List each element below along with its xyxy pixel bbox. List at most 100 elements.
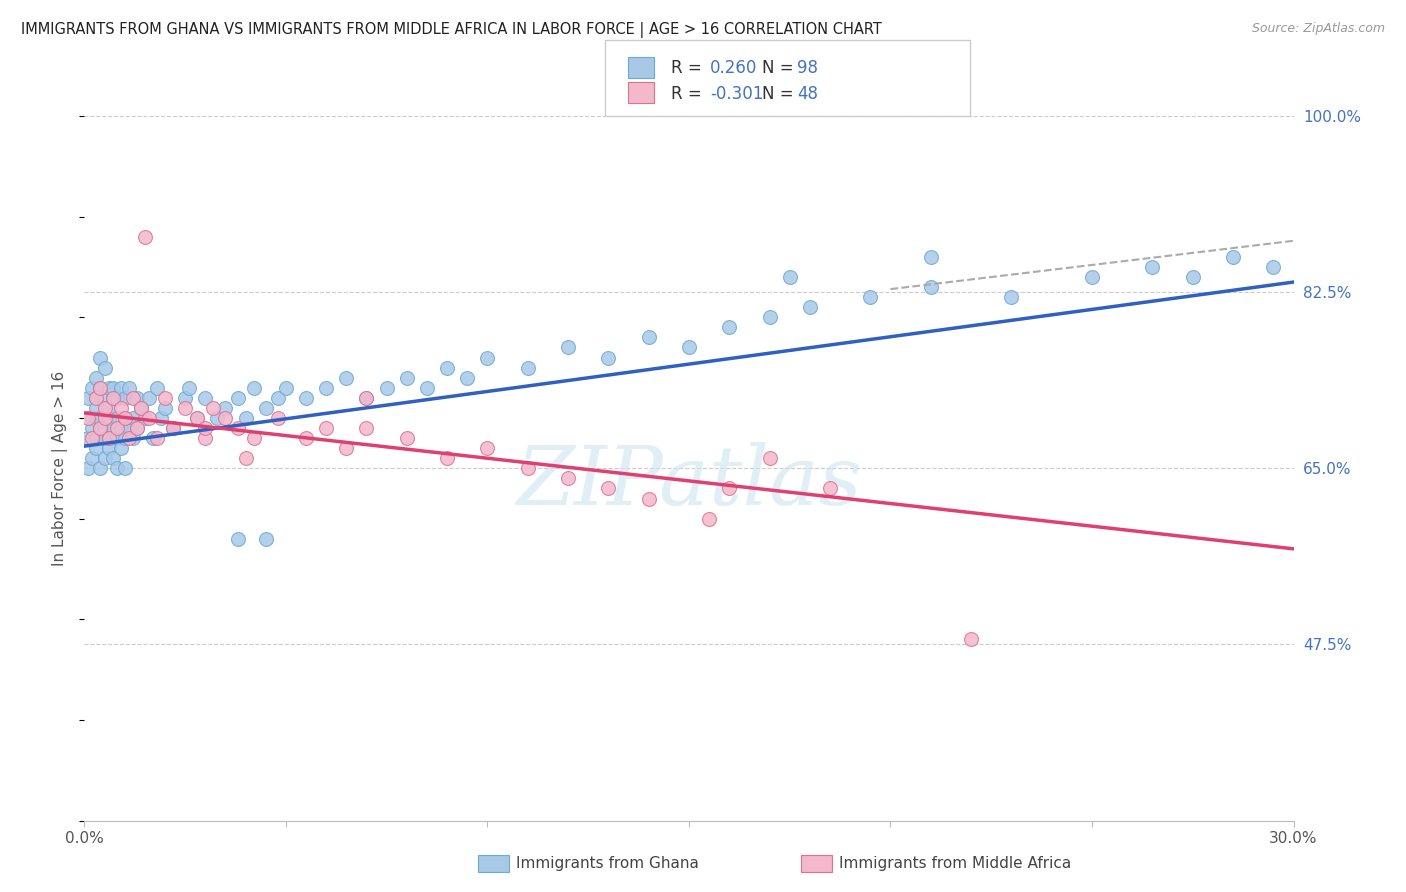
Point (295, 391, 318, 405)
Point (226, 421, 249, 435)
Point (97, 411, 120, 425)
Point (82, 381, 104, 395)
Point (718, 482, 741, 496)
Point (194, 421, 217, 435)
Point (82, 421, 104, 435)
Point (93, 431, 115, 445)
Point (335, 441, 357, 455)
Point (799, 300, 821, 314)
Point (356, 391, 378, 405)
Point (93, 360, 115, 375)
Point (186, 411, 208, 425)
Text: 48: 48 (797, 85, 818, 103)
Text: Immigrants from Middle Africa: Immigrants from Middle Africa (839, 856, 1071, 871)
Point (146, 431, 169, 445)
Point (207, 411, 229, 425)
Point (637, 330, 659, 344)
Point (1142, 260, 1164, 274)
Point (97, 431, 120, 445)
Point (125, 421, 148, 435)
Point (105, 461, 128, 475)
Point (97, 441, 120, 455)
Point (598, 482, 620, 496)
Point (315, 421, 337, 435)
Point (125, 421, 148, 435)
Point (146, 381, 169, 395)
Point (105, 421, 128, 435)
Point (77, 411, 100, 425)
Point (82, 451, 104, 466)
Point (960, 632, 983, 647)
Point (174, 401, 197, 415)
Point (77, 391, 100, 405)
Point (110, 421, 132, 435)
Point (101, 391, 124, 405)
Point (114, 411, 136, 425)
Point (105, 411, 128, 425)
Point (242, 431, 264, 445)
Point (89, 351, 111, 365)
Point (818, 482, 841, 496)
Point (134, 411, 156, 425)
Point (1000, 290, 1022, 304)
Point (920, 250, 942, 264)
Point (477, 441, 499, 455)
Point (274, 381, 297, 395)
Point (235, 451, 257, 466)
Point (516, 360, 538, 375)
Point (134, 229, 156, 244)
Point (718, 320, 741, 334)
Point (82, 431, 104, 445)
Point (436, 360, 458, 375)
Point (153, 401, 176, 415)
Point (121, 411, 143, 425)
Point (82, 411, 104, 425)
Point (186, 411, 208, 425)
Point (267, 391, 290, 405)
Point (86, 401, 108, 415)
Point (138, 411, 160, 425)
Point (77, 431, 100, 445)
Point (86, 391, 108, 405)
Point (153, 391, 176, 405)
Point (162, 421, 184, 435)
Point (121, 391, 143, 405)
Point (214, 401, 236, 415)
Point (267, 411, 290, 425)
Point (93, 411, 115, 425)
Point (101, 421, 124, 435)
Point (86, 370, 108, 384)
Point (114, 431, 136, 445)
Point (194, 431, 217, 445)
Point (1181, 270, 1204, 285)
Point (395, 431, 418, 445)
Point (86, 391, 108, 405)
Text: R =: R = (671, 59, 707, 77)
Point (254, 532, 277, 546)
Point (97, 381, 120, 395)
Point (758, 310, 780, 325)
Point (1081, 270, 1104, 285)
Point (920, 280, 942, 294)
Point (202, 401, 225, 415)
Point (118, 381, 141, 395)
Point (235, 411, 257, 425)
Point (416, 381, 439, 395)
Point (194, 391, 217, 405)
Point (179, 381, 201, 395)
Point (254, 401, 277, 415)
Point (101, 451, 124, 466)
Point (356, 421, 378, 435)
Point (93, 451, 115, 466)
Text: N =: N = (762, 85, 799, 103)
Y-axis label: In Labor Force | Age > 16: In Labor Force | Age > 16 (52, 371, 69, 566)
Point (118, 431, 141, 445)
Point (1263, 260, 1285, 274)
Point (149, 411, 172, 425)
Point (114, 461, 136, 475)
Point (89, 421, 111, 435)
Point (86, 441, 108, 455)
Point (110, 441, 132, 455)
Point (93, 421, 115, 435)
Point (105, 431, 128, 445)
